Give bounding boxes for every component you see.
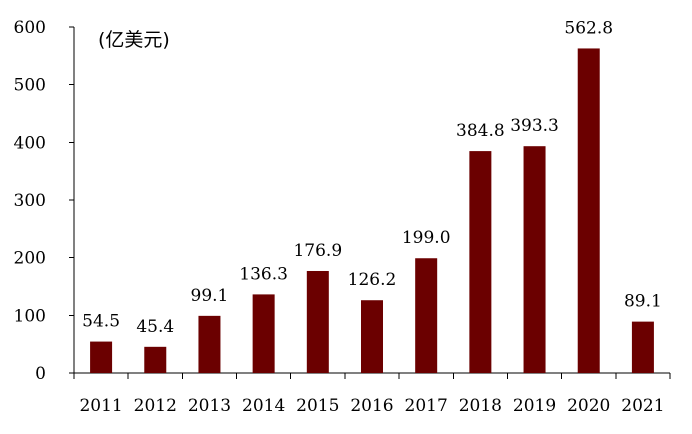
y-tick-label: 100 bbox=[14, 306, 46, 326]
data-label: 45.4 bbox=[136, 317, 174, 337]
bar bbox=[252, 294, 275, 373]
y-tick-label: 200 bbox=[14, 249, 46, 269]
x-tick-label: 2011 bbox=[79, 396, 122, 416]
data-label: 89.1 bbox=[624, 292, 662, 312]
x-tick-label: 2020 bbox=[567, 396, 610, 416]
x-tick-label: 2014 bbox=[242, 396, 285, 416]
bar bbox=[631, 321, 654, 373]
bar bbox=[469, 151, 492, 373]
y-axis: 0 100 200 300 400 500 600 bbox=[14, 18, 75, 384]
y-tick-label: 500 bbox=[14, 76, 46, 96]
unit-label: (亿美元) bbox=[98, 29, 170, 51]
x-tick-label: 2018 bbox=[459, 396, 502, 416]
bar bbox=[144, 346, 167, 373]
data-label: 199.0 bbox=[402, 228, 451, 248]
y-tick-label: 0 bbox=[35, 364, 46, 384]
y-tick-label: 300 bbox=[14, 191, 46, 211]
data-label: 99.1 bbox=[191, 286, 229, 306]
bar bbox=[90, 341, 113, 373]
x-tick-label: 2015 bbox=[296, 396, 339, 416]
bar bbox=[523, 146, 546, 373]
bar bbox=[306, 270, 329, 373]
bar bbox=[577, 48, 600, 374]
data-label: 393.3 bbox=[510, 116, 559, 136]
data-label: 384.8 bbox=[456, 121, 505, 141]
data-label: 54.5 bbox=[82, 312, 120, 332]
data-label: 176.9 bbox=[293, 241, 342, 261]
x-tick-label: 2021 bbox=[621, 396, 664, 416]
x-tick-label: 2016 bbox=[350, 396, 393, 416]
x-axis: 2011 2012 2013 2014 2015 2016 2017 2018 2019 2020… bbox=[73, 372, 671, 416]
data-label: 562.8 bbox=[564, 18, 613, 38]
bar bbox=[361, 300, 383, 373]
x-tick-label: 2013 bbox=[188, 396, 231, 416]
bar bbox=[415, 258, 438, 373]
y-tick-label: 400 bbox=[14, 133, 46, 153]
data-label: 126.2 bbox=[348, 270, 397, 290]
x-tick-label: 2019 bbox=[513, 396, 556, 416]
x-tick-label: 2012 bbox=[134, 396, 177, 416]
y-tick-label: 600 bbox=[14, 18, 46, 38]
bars bbox=[90, 48, 654, 374]
data-label: 136.3 bbox=[239, 264, 288, 284]
x-tick-label: 2017 bbox=[405, 396, 448, 416]
bar bbox=[198, 315, 221, 373]
